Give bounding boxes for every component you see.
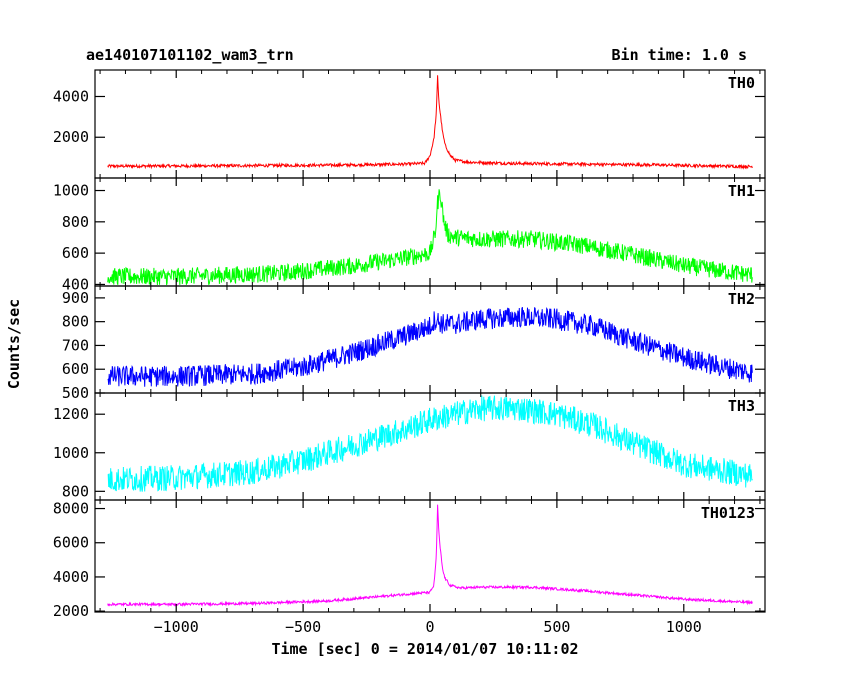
y-tick-label: 600 — [62, 360, 89, 378]
y-tick-label: 600 — [62, 244, 89, 262]
y-axis-label: Counts/sec — [5, 299, 23, 389]
x-tick-label: 0 — [425, 618, 434, 636]
series-line-th3 — [107, 395, 753, 492]
y-tick-label: 6000 — [53, 534, 89, 552]
y-tick-label: 2000 — [53, 128, 89, 146]
x-tick-label: −1000 — [154, 618, 199, 636]
series-line-th0 — [107, 75, 753, 170]
chart-title-left: ae140107101102_wam3_trn — [86, 46, 294, 64]
panel-label: TH2 — [728, 290, 755, 308]
y-tick-label: 700 — [62, 336, 89, 354]
panel-label: TH1 — [728, 182, 755, 200]
panel-th2: TH2 500 600 700 800 900 — [62, 285, 766, 402]
y-tick-label: 800 — [62, 313, 89, 331]
series-line-th2 — [107, 306, 753, 387]
y-tick-label: 4000 — [53, 87, 89, 105]
y-tick-label: 1000 — [53, 182, 89, 200]
panel-th0: TH0 2000 4000 — [53, 69, 766, 179]
panel-frame — [94, 177, 766, 287]
panels-group: TH0 2000 4000 TH1 400 600 800 1000 TH2 500 600 700 8… — [53, 69, 766, 636]
y-tick-label: 500 — [62, 384, 89, 402]
x-axis-label: Time [sec] 0 = 2014/01/07 10:11:02 — [271, 640, 578, 658]
series-line-th0123 — [107, 504, 753, 608]
chart-title-right: Bin time: 1.0 s — [612, 46, 747, 64]
y-tick-label: 900 — [62, 289, 89, 307]
x-tick-label: −500 — [285, 618, 321, 636]
x-tick-label: 500 — [543, 618, 570, 636]
x-tick-label: 1000 — [666, 618, 702, 636]
panel-frame — [94, 499, 766, 613]
y-tick-label: 1000 — [53, 444, 89, 462]
panel-th0123: TH0123 2000 4000 6000 8000 — [53, 499, 766, 620]
y-tick-label: 800 — [62, 482, 89, 500]
panel-label: TH0123 — [701, 504, 755, 522]
panel-th3: TH3 800 1000 1200 — [53, 392, 766, 501]
y-tick-label: 400 — [62, 275, 89, 293]
panel-th1: TH1 400 600 800 1000 — [53, 177, 766, 293]
y-tick-label: 800 — [62, 213, 89, 231]
panel-label: TH0 — [728, 74, 755, 92]
y-tick-label: 1200 — [53, 405, 89, 423]
panel-frame — [94, 69, 766, 179]
panel-label: TH3 — [728, 397, 755, 415]
y-tick-label: 4000 — [53, 568, 89, 586]
y-tick-label: 8000 — [53, 500, 89, 518]
series-line-th1 — [107, 189, 753, 286]
y-tick-label: 2000 — [53, 602, 89, 620]
